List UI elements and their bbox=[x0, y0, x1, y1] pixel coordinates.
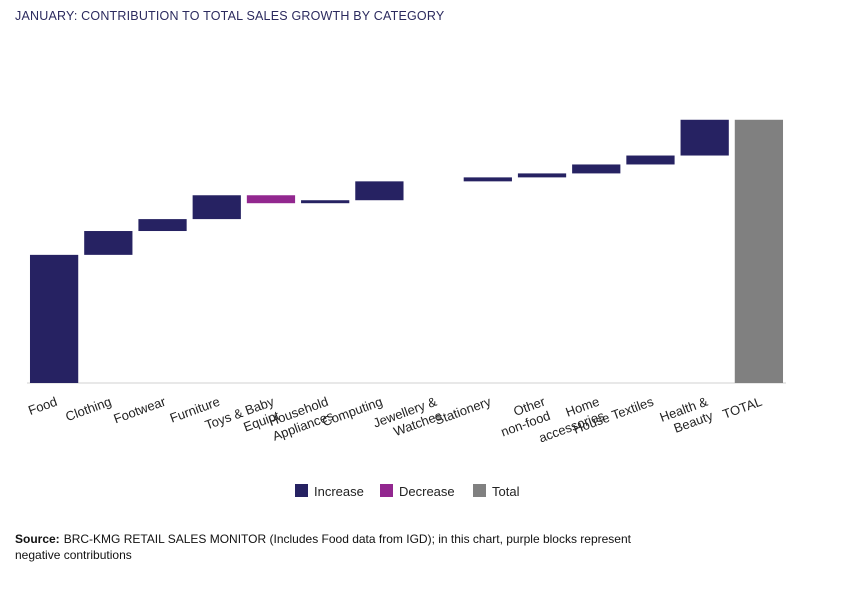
x-tick-label-group: Stationery bbox=[433, 394, 494, 428]
source-note: negative contributions bbox=[15, 548, 132, 562]
bar bbox=[138, 219, 187, 232]
x-tick-label: Stationery bbox=[433, 394, 494, 428]
x-tick-label-group: TOTAL bbox=[721, 394, 764, 422]
x-tick-label: Clothing bbox=[63, 394, 113, 424]
bar bbox=[29, 254, 79, 383]
x-tick-label-group: Clothing bbox=[63, 394, 113, 424]
bar bbox=[192, 195, 241, 220]
bar bbox=[301, 200, 350, 204]
bar bbox=[680, 119, 729, 156]
bar bbox=[463, 177, 512, 182]
bar bbox=[626, 155, 675, 165]
legend-label: Total bbox=[492, 484, 520, 499]
legend-swatch bbox=[473, 484, 486, 497]
legend-swatch bbox=[380, 484, 393, 497]
x-tick-label-group: Jewellery &Watches bbox=[371, 394, 444, 439]
bar bbox=[572, 164, 621, 174]
legend-label: Decrease bbox=[399, 484, 455, 499]
bar bbox=[517, 173, 567, 178]
x-tick-label: Footwear bbox=[111, 393, 168, 426]
x-tick-label-group: Health &Beauty bbox=[658, 394, 716, 436]
legend-swatch bbox=[295, 484, 308, 497]
bar bbox=[355, 181, 404, 201]
x-tick-label: Food bbox=[26, 394, 59, 418]
legend-label: Increase bbox=[314, 484, 364, 499]
chart-title: JANUARY: CONTRIBUTION TO TOTAL SALES GRO… bbox=[15, 9, 445, 23]
bar bbox=[84, 231, 133, 255]
bar bbox=[246, 195, 296, 204]
x-tick-label-group: Footwear bbox=[111, 393, 168, 426]
x-tick-label-group: Food bbox=[26, 394, 59, 418]
bar bbox=[734, 119, 784, 384]
x-tick-label: TOTAL bbox=[721, 394, 764, 422]
source-note: Source: BRC-KMG RETAIL SALES MONITOR (Inc… bbox=[15, 532, 632, 546]
